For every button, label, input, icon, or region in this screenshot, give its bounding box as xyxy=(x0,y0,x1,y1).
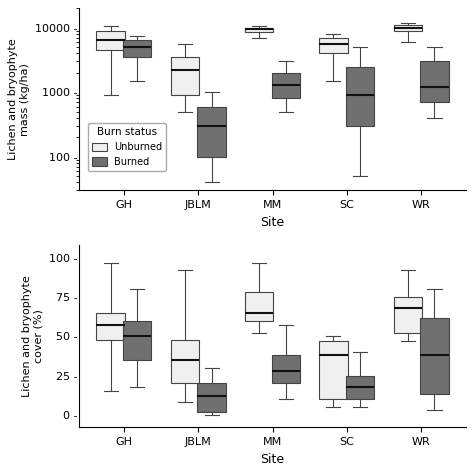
PathPatch shape xyxy=(245,28,273,32)
PathPatch shape xyxy=(346,66,374,126)
Y-axis label: Lichen and bryophyte
cover (%): Lichen and bryophyte cover (%) xyxy=(22,275,44,397)
PathPatch shape xyxy=(171,57,199,95)
PathPatch shape xyxy=(272,355,300,383)
PathPatch shape xyxy=(393,297,422,333)
PathPatch shape xyxy=(171,339,199,383)
PathPatch shape xyxy=(319,341,347,399)
X-axis label: Site: Site xyxy=(260,453,284,465)
PathPatch shape xyxy=(198,107,226,157)
PathPatch shape xyxy=(97,313,125,339)
PathPatch shape xyxy=(245,292,273,321)
Y-axis label: Lichen and bryophyte
mass (kg/ha): Lichen and bryophyte mass (kg/ha) xyxy=(9,38,30,160)
PathPatch shape xyxy=(198,383,226,412)
PathPatch shape xyxy=(123,40,151,57)
PathPatch shape xyxy=(393,25,422,31)
Legend: Unburned, Burned: Unburned, Burned xyxy=(88,123,166,171)
PathPatch shape xyxy=(319,38,347,54)
PathPatch shape xyxy=(420,62,448,102)
PathPatch shape xyxy=(346,375,374,399)
X-axis label: Site: Site xyxy=(260,216,284,228)
PathPatch shape xyxy=(97,31,125,50)
PathPatch shape xyxy=(123,321,151,360)
PathPatch shape xyxy=(272,73,300,99)
PathPatch shape xyxy=(420,318,448,394)
